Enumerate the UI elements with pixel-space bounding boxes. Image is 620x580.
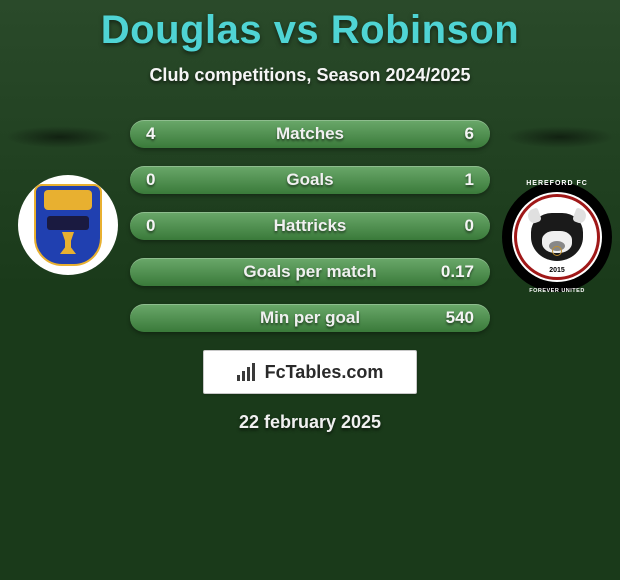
stat-label: Hattricks — [274, 216, 347, 236]
crest-right-bottom-text: FOREVER UNITED — [529, 288, 585, 294]
brand-text: FcTables.com — [265, 362, 384, 383]
stat-right-value: 0.17 — [441, 262, 474, 282]
stat-row-mpg: Min per goal 540 — [130, 304, 490, 332]
stat-right-value: 1 — [465, 170, 474, 190]
team-crest-left — [18, 175, 118, 275]
stat-label: Matches — [276, 124, 344, 144]
stat-right-value: 0 — [465, 216, 474, 236]
crest-shadow-right — [505, 126, 615, 148]
stat-row-gpm: Goals per match 0.17 — [130, 258, 490, 286]
bull-head-icon — [531, 213, 583, 261]
stat-right-value: 540 — [446, 308, 474, 328]
stat-right-value: 6 — [465, 124, 474, 144]
stat-row-matches: 4 Matches 6 — [130, 120, 490, 148]
stat-left-value: 0 — [146, 170, 155, 190]
stat-left-value: 0 — [146, 216, 155, 236]
crest-right-year: 2015 — [549, 267, 565, 274]
crest-shadow-left — [5, 126, 115, 148]
crest-right-top-text: HEREFORD FC — [526, 180, 588, 187]
stat-label: Min per goal — [260, 308, 360, 328]
crest-right-inner-icon: 2015 — [512, 192, 602, 282]
page-title: Douglas vs Robinson — [0, 0, 620, 53]
stat-row-hattricks: 0 Hattricks 0 — [130, 212, 490, 240]
team-crest-right: HEREFORD FC 2015 FOREVER UNITED — [502, 182, 612, 292]
stat-row-goals: 0 Goals 1 — [130, 166, 490, 194]
stats-area: HEREFORD FC 2015 FOREVER UNITED 4 Matche… — [0, 120, 620, 433]
page-subtitle: Club competitions, Season 2024/2025 — [0, 65, 620, 86]
bar-chart-icon — [237, 363, 259, 381]
stat-rows: 4 Matches 6 0 Goals 1 0 Hattricks 0 Goal… — [130, 120, 490, 332]
stat-label: Goals — [286, 170, 333, 190]
stat-label: Goals per match — [243, 262, 376, 282]
stat-left-value: 4 — [146, 124, 155, 144]
crest-left-shield-icon — [34, 184, 102, 266]
brand-box[interactable]: FcTables.com — [203, 350, 417, 394]
footer-date: 22 february 2025 — [0, 412, 620, 433]
